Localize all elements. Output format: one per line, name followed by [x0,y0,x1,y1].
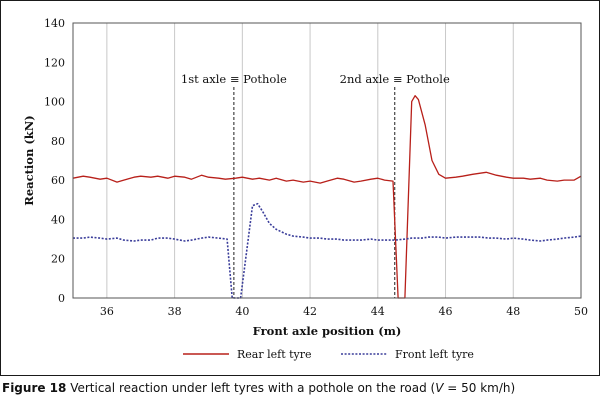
x-tick-label: 46 [439,305,453,318]
pothole-annotation: 1st axle ≡ Pothole [181,72,287,86]
caption-text-before: Vertical reaction under left tyres with … [66,381,436,395]
y-tick-label: 20 [51,253,65,266]
x-tick-label: 48 [506,305,520,318]
legend-label-1: Front left tyre [395,348,474,361]
x-axis-title: Front axle position (m) [253,324,402,338]
chart-svg: 1st axle ≡ Pothole 2nd axle ≡ Pothole 36 3… [22,17,588,361]
chart-frame: 1st axle ≡ Pothole 2nd axle ≡ Pothole 36 3… [0,0,600,376]
y-tick-label: 120 [44,56,65,69]
y-tick-label: 0 [58,292,65,305]
series-line-1 [73,202,582,299]
y-tick-label: 80 [51,135,65,148]
x-tick-label: 42 [303,305,317,318]
pothole-annotation: 2nd axle ≡ Pothole [340,72,450,86]
x-tick-label: 50 [574,305,588,318]
grid-layer [106,23,582,298]
y-axis-title: Reaction (kN) [22,115,36,205]
plot-area [72,22,582,299]
series-line-0 [72,95,582,299]
x-tick-label: 38 [168,305,182,318]
x-tick-label: 36 [100,305,114,318]
y-tick-label: 60 [51,174,65,187]
y-tick-label: 140 [44,17,65,30]
figure-caption: Figure 18 Vertical reaction under left t… [2,381,515,395]
figure-label: Figure 18 [2,381,67,395]
y-tick-label: 100 [44,96,65,109]
x-tick-label: 44 [371,305,385,318]
legend: Rear left tyre Front left tyre [183,348,474,361]
tick-layer: 36 38 40 42 44 46 48 50 0 20 40 60 80 100 120 140 [44,17,588,318]
y-tick-label: 40 [51,213,65,226]
annotation-layer: 1st axle ≡ Pothole 2nd axle ≡ Pothole [181,72,450,298]
caption-variable: V [435,381,444,395]
legend-label-0: Rear left tyre [237,348,312,361]
x-tick-label: 40 [235,305,249,318]
caption-text-after: = 50 km/h) [443,381,516,395]
series-layer [72,95,582,299]
